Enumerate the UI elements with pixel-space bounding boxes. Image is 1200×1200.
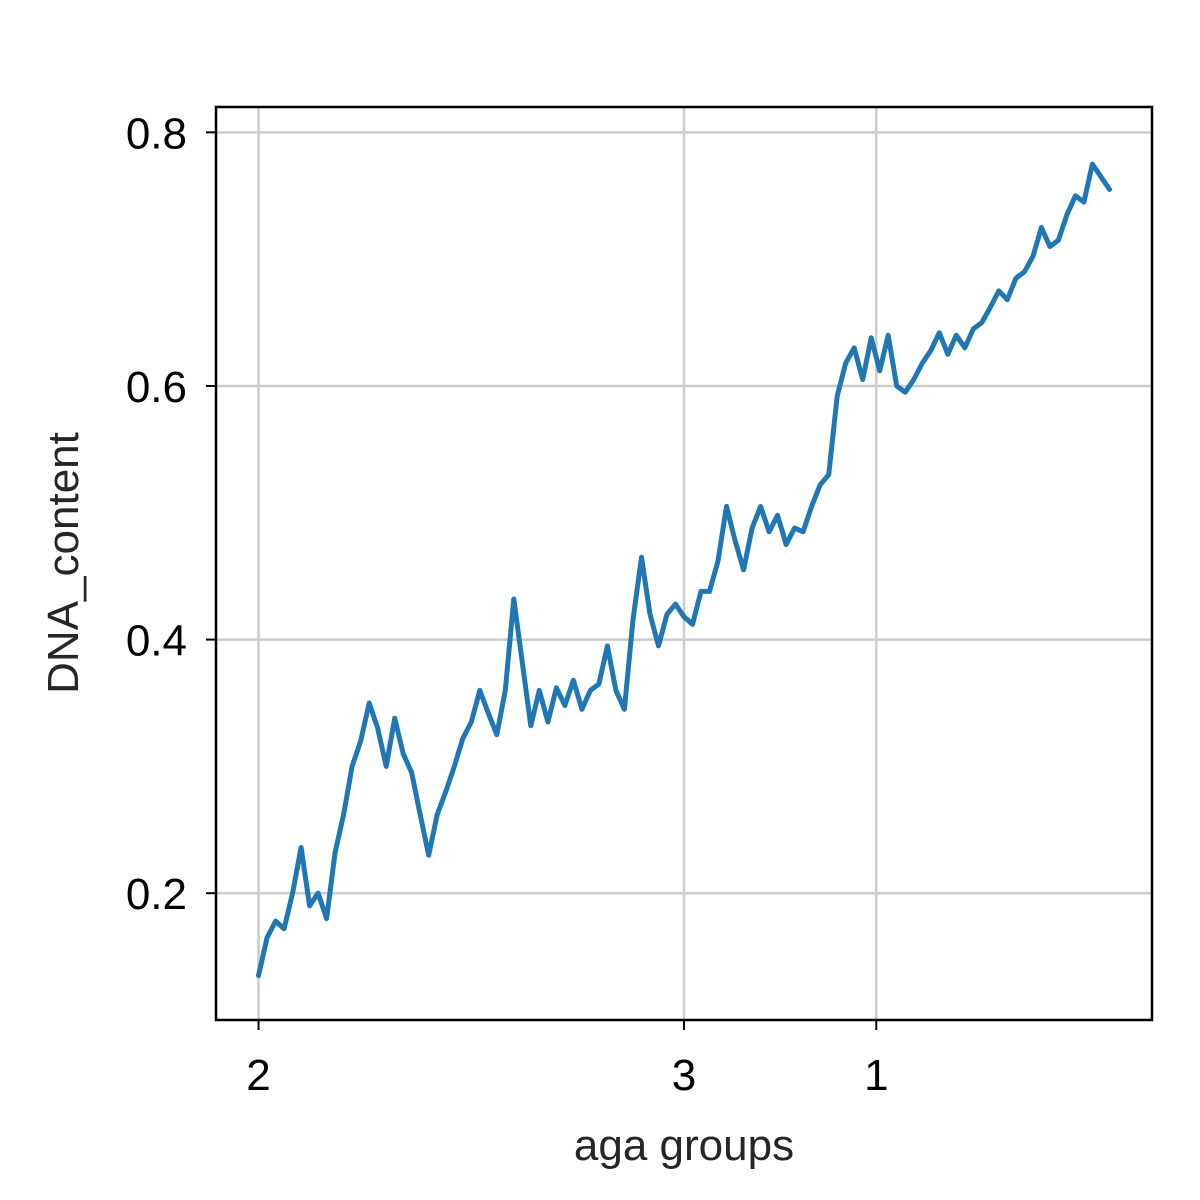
x-tick-label: 1 <box>864 1051 888 1100</box>
y-axis-label: DNA_content <box>39 432 88 694</box>
grid <box>216 107 1152 1020</box>
y-tick-label: 0.6 <box>126 363 187 412</box>
x-tick-label: 3 <box>672 1051 696 1100</box>
y-tick-label: 0.8 <box>126 109 187 158</box>
y-tick-label: 0.2 <box>126 870 187 919</box>
x-axis-ticks: 2 3 1 <box>246 1020 889 1100</box>
series-line <box>256 161 1112 979</box>
x-axis-label: aga groups <box>574 1121 794 1170</box>
x-tick-label: 2 <box>246 1051 270 1100</box>
y-tick-label: 0.4 <box>126 617 187 666</box>
y-axis-ticks: 0.2 0.4 0.6 0.8 <box>126 109 216 919</box>
series-layer <box>256 161 1112 979</box>
